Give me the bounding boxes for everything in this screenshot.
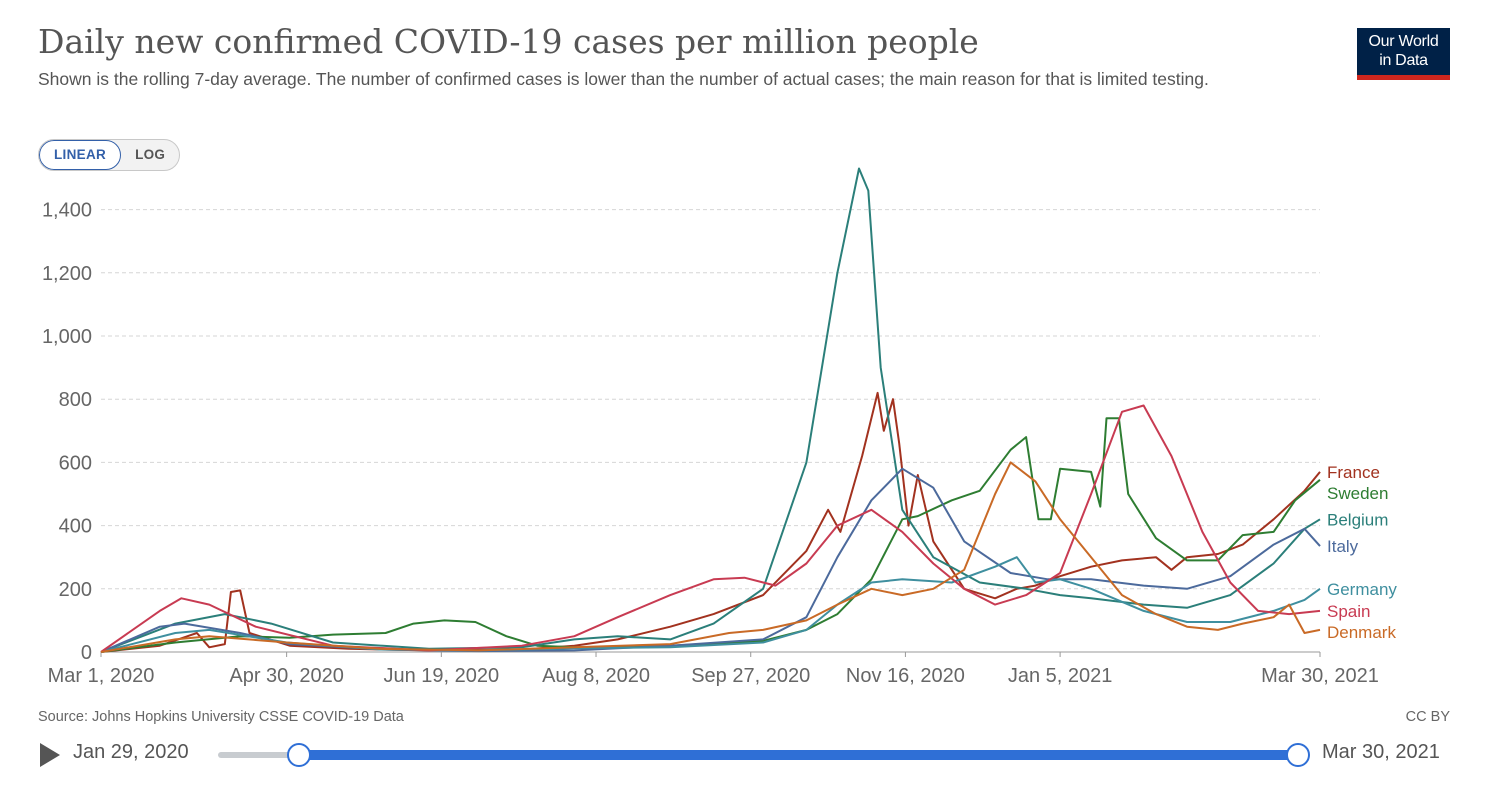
timeline-start-handle[interactable]	[287, 743, 312, 767]
y-tick-label: 800	[59, 389, 92, 411]
series-line-france	[100, 391, 1321, 653]
y-tick-label: 200	[59, 579, 92, 601]
series-line-belgium	[100, 167, 1321, 653]
series-label-sweden: Sweden	[1327, 484, 1388, 503]
series-label-germany: Germany	[1327, 580, 1397, 599]
scale-toggle: LINEAR LOG	[38, 139, 181, 171]
y-tick-label: 600	[59, 452, 92, 474]
y-tick-label: 0	[81, 642, 92, 664]
y-axis-ticks: 0 200 400 600 800 1,000 1,200 1,400	[42, 200, 92, 664]
chart-subtitle: Shown is the rolling 7-day average. The …	[38, 69, 1209, 89]
license-label[interactable]: CC BY	[1405, 709, 1450, 725]
timeline-end-handle[interactable]	[1286, 743, 1310, 767]
y-tick-label: 400	[59, 516, 92, 538]
logo-line-1: Our World	[1368, 33, 1439, 50]
series-line-italy	[100, 467, 1321, 653]
owid-logo[interactable]: Our World in Data	[1357, 28, 1450, 80]
y-tick-label: 1,200	[42, 263, 92, 285]
series-label-belgium: Belgium	[1327, 510, 1388, 529]
y-tick-label: 1,000	[42, 326, 92, 348]
timeline-selected-range[interactable]	[299, 750, 1298, 760]
y-tick-label: 1,400	[42, 200, 92, 222]
series-line-denmark	[100, 461, 1321, 653]
timeline-end-label: Mar 30, 2021	[1322, 741, 1440, 763]
series-label-spain: Spain	[1327, 602, 1370, 621]
x-tick-label: Apr 30, 2020	[229, 665, 344, 687]
x-tick-label: Nov 16, 2020	[846, 665, 965, 687]
log-scale-button[interactable]: LOG	[135, 147, 166, 162]
series-label-italy: Italy	[1327, 537, 1359, 556]
logo-line-2: in Data	[1379, 52, 1428, 69]
series-labels: France Sweden Belgium Italy Germany Spain Denm…	[1327, 463, 1397, 642]
series-label-denmark: Denmark	[1327, 623, 1396, 642]
play-icon[interactable]	[40, 743, 60, 767]
x-tick-label: Sep 27, 2020	[691, 665, 810, 687]
x-tick-label: Mar 1, 2020	[48, 665, 155, 687]
x-tick-label: Jun 19, 2020	[384, 665, 500, 687]
series-lines	[100, 167, 1321, 653]
x-tick-label: Jan 5, 2021	[1008, 665, 1113, 687]
linear-scale-button[interactable]: LINEAR	[39, 140, 122, 170]
x-axis-ticks: Mar 1, 2020 Apr 30, 2020 Jun 19, 2020 Aug 8…	[48, 652, 1379, 687]
x-tick-label: Mar 30, 2021	[1261, 665, 1379, 687]
chart-title: Daily new confirmed COVID-19 cases per m…	[38, 22, 979, 61]
source-note: Source: Johns Hopkins University CSSE CO…	[38, 709, 404, 725]
series-label-france: France	[1327, 463, 1380, 482]
timeline-start-label: Jan 29, 2020	[73, 741, 189, 763]
series-line-sweden	[100, 417, 1321, 653]
x-tick-label: Aug 8, 2020	[542, 665, 650, 687]
